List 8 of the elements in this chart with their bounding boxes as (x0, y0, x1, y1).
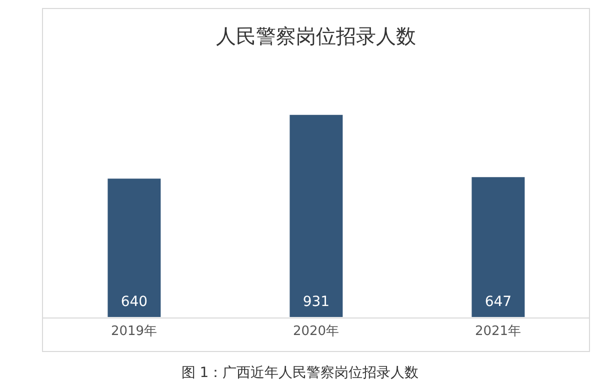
x-tick-label: 2019年 (110, 324, 158, 340)
x-tick-label: 2020年 (292, 324, 340, 340)
x-tick-label: 2021年 (474, 324, 522, 340)
data-label: 931 (302, 294, 330, 310)
data-label: 647 (484, 294, 512, 310)
chart-title: 人民警察岗位招录人数 (215, 23, 417, 50)
data-label: 640 (120, 294, 148, 310)
caption: 图 1：广西近年人民警察岗位招录人数 (180, 364, 420, 382)
